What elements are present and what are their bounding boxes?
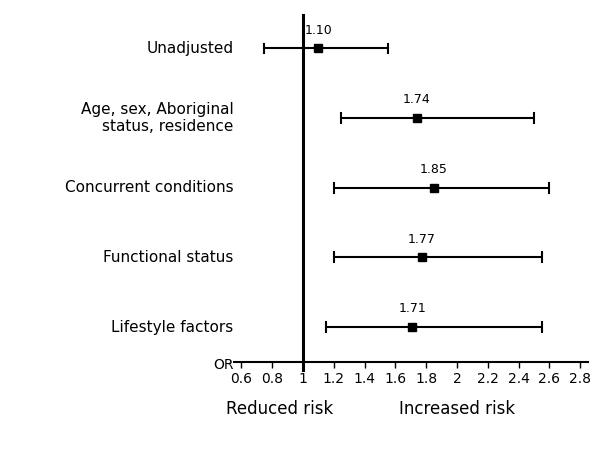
Text: 1.74: 1.74 xyxy=(403,93,431,106)
Text: 1.77: 1.77 xyxy=(407,232,436,246)
Text: 1.85: 1.85 xyxy=(420,163,448,176)
Text: OR: OR xyxy=(213,358,233,372)
Text: Concurrent conditions: Concurrent conditions xyxy=(65,180,233,195)
Text: Increased risk: Increased risk xyxy=(399,400,515,418)
Text: 1.10: 1.10 xyxy=(304,24,332,37)
Text: Functional status: Functional status xyxy=(103,250,233,265)
Text: Lifestyle factors: Lifestyle factors xyxy=(111,320,233,335)
Text: Age, sex, Aboriginal
status, residence: Age, sex, Aboriginal status, residence xyxy=(81,102,233,134)
Text: Unadjusted: Unadjusted xyxy=(146,41,233,56)
Text: Reduced risk: Reduced risk xyxy=(226,400,334,418)
Text: 1.71: 1.71 xyxy=(398,302,426,315)
